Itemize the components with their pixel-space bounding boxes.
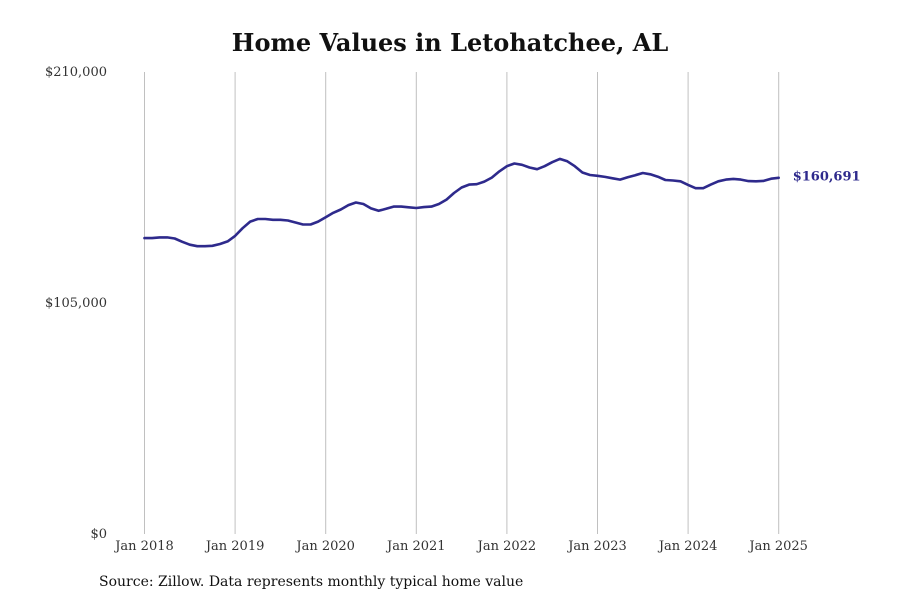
x-tick-label: Jan 2024 [657, 539, 718, 554]
source-note: Source: Zillow. Data represents monthly … [99, 574, 524, 590]
end-value-label: $160,691 [793, 169, 861, 184]
home-value-line [143, 157, 781, 248]
y-tick-label: $105,000 [44, 296, 107, 311]
x-tick-label: Jan 2019 [204, 539, 265, 554]
x-tick-label: Jan 2025 [747, 539, 808, 554]
y-tick-label: $210,000 [44, 65, 107, 80]
x-tick-label: Jan 2021 [385, 539, 446, 554]
x-tick-label: Jan 2022 [476, 539, 537, 554]
x-tick-label: Jan 2023 [566, 539, 627, 554]
x-tick-label: Jan 2020 [294, 539, 355, 554]
chart-title: Home Values in Letohatchee, AL [231, 28, 669, 57]
y-tick-label: $0 [90, 527, 107, 542]
x-tick-label: Jan 2018 [113, 539, 174, 554]
